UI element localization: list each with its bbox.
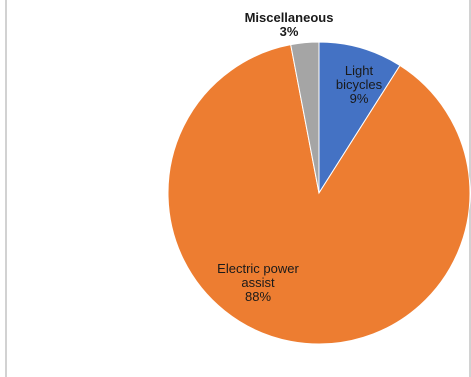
pie-percent-label-0: 9%	[350, 91, 369, 106]
pie-category-label-0: Light	[345, 63, 374, 78]
pie-percent-label-1: 88%	[245, 289, 271, 304]
pie-slices	[167, 41, 471, 345]
pie-slice-0	[318, 41, 401, 195]
pie-category-label-1: Electric power	[217, 261, 299, 276]
pie-percent-label-2: 3%	[280, 24, 299, 39]
pie-category-label-1: assist	[241, 275, 275, 290]
pie-category-label-0: bicycles	[336, 77, 383, 92]
pie-category-label-2: Miscellaneous	[245, 10, 334, 25]
pie-slice-2	[290, 41, 320, 194]
pie-slice-1	[167, 44, 471, 345]
